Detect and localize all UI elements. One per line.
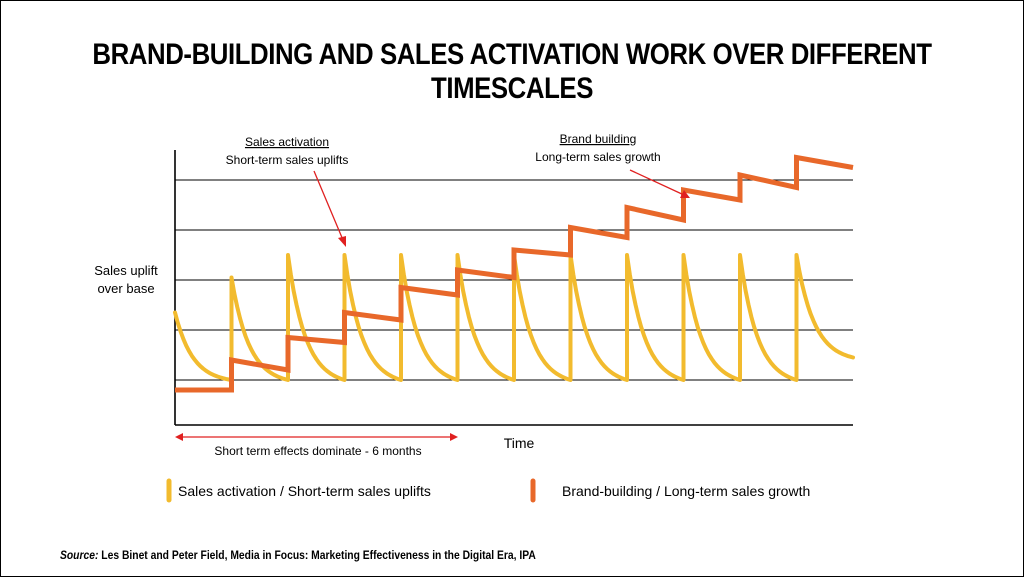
source-text: Les Binet and Peter Field, Media in Focu… (98, 548, 536, 562)
y-axis-label-line-2: over base (97, 281, 154, 296)
series-sales-activation (173, 253, 855, 382)
annotation-brand-subtitle: Long-term sales growth (535, 150, 660, 164)
annotation-activation-title: Sales activation (245, 135, 329, 149)
x-axis-label: Time (504, 435, 535, 451)
source-note: Source: Les Binet and Peter Field, Media… (60, 548, 536, 562)
y-axis-label-line-1: Sales uplift (94, 263, 158, 278)
short-term-arrow (175, 433, 458, 441)
annotation-arrow-brand (629, 169, 690, 198)
annotation-activation-subtitle: Short-term sales uplifts (226, 153, 349, 167)
series-brand-building (175, 154, 854, 393)
legend-label-activation: Sales activation / Short-term sales upli… (178, 483, 431, 499)
brand-building-line (175, 154, 854, 393)
legend: Sales activation / Short-term sales upli… (166, 478, 810, 503)
slide-title: BRAND-BUILDING AND SALES ACTIVATION WORK… (92, 38, 932, 105)
annotation-arrow-activation (313, 170, 346, 247)
short-term-label: Short term effects dominate - 6 months (214, 444, 421, 458)
legend-label-brand: Brand-building / Long-term sales growth (562, 483, 810, 499)
annotation-brand-title: Brand building (560, 132, 637, 146)
activation-line (173, 253, 855, 382)
source-label: Source: (60, 548, 99, 562)
